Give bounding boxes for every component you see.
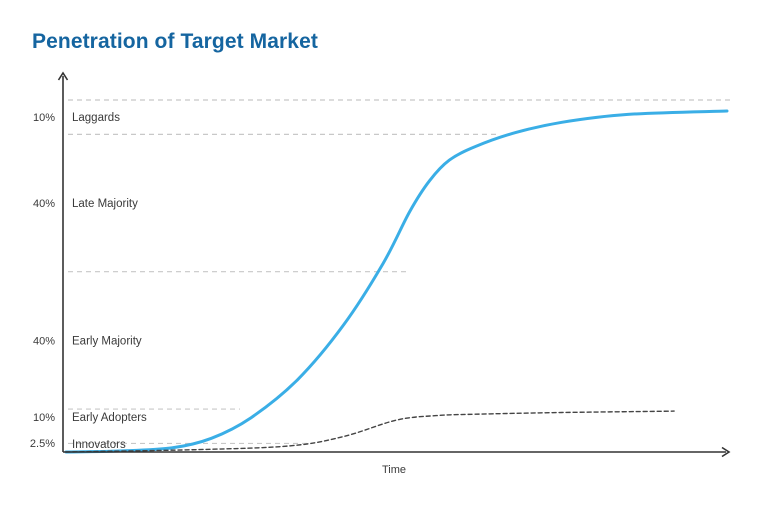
segment-guide-lines	[68, 99, 730, 445]
x-axis-arrow-icon	[721, 446, 731, 458]
segment-percent-label: 40%	[33, 198, 55, 210]
axes: Time	[57, 71, 731, 476]
x-axis-label: Time	[382, 464, 406, 476]
segment-percent-label: 10%	[33, 412, 55, 424]
dashed-adoption-curve	[65, 410, 675, 453]
segment-percent-label: 2.5%	[30, 438, 55, 450]
segment-name-label: Late Majority	[72, 198, 138, 210]
y-axis-arrow-icon	[57, 71, 69, 81]
segment-name-label: Laggards	[72, 112, 120, 124]
segment-labels: 2.5% Innovators 10% Early Adopters 40% Early …	[30, 112, 147, 451]
chart-title: Penetration of Target Market	[32, 30, 318, 53]
segment-name-label: Innovators	[72, 439, 126, 451]
segment-percent-label: 10%	[33, 112, 55, 124]
segment-name-label: Early Majority	[72, 335, 142, 347]
chart-series	[64, 109, 729, 454]
segment-name-label: Early Adopters	[72, 412, 147, 424]
segment-percent-label: 40%	[33, 335, 55, 347]
adoption-s-curve	[64, 109, 729, 454]
